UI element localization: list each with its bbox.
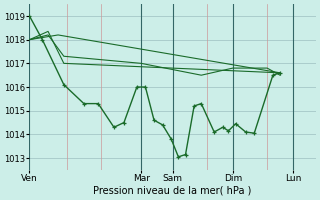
X-axis label: Pression niveau de la mer( hPa ): Pression niveau de la mer( hPa )	[93, 186, 252, 196]
